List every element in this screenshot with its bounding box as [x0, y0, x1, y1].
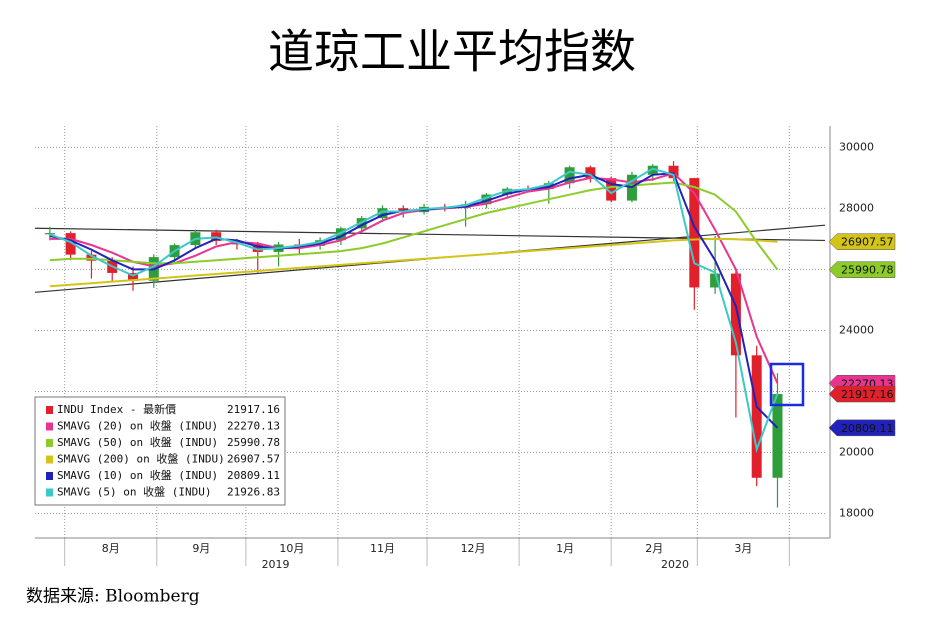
candle-body [647, 165, 658, 175]
value-tag-label: 26907.57 [841, 236, 894, 249]
legend-swatch [46, 455, 53, 464]
candle-body [564, 167, 575, 184]
candle-body [751, 355, 762, 478]
legend-label: SMAVG (200) on 收盤 (INDU) [57, 452, 225, 466]
x-tick-label: 8月 [102, 542, 120, 555]
legend-swatch [46, 439, 53, 447]
candle-body [128, 272, 139, 281]
legend-value: 22270.13 [227, 420, 280, 433]
legend-value: 21926.83 [227, 486, 280, 499]
candle-body [689, 178, 700, 288]
source-note: 数据来源: Bloomberg [26, 587, 200, 607]
plot-area: 180002000022000240002600028000300008月9月1… [34, 126, 896, 571]
legend-label: INDU Index - 最新價 [57, 402, 176, 416]
y-tick-label: 18000 [839, 507, 874, 520]
y-tick-label: 24000 [839, 323, 874, 336]
value-tag [828, 419, 896, 437]
value-tag [828, 261, 896, 278]
x-tick-label: 1月 [556, 542, 574, 555]
value-tag-label: 21917.16 [841, 388, 894, 401]
candle-body [252, 244, 263, 252]
value-tag-label: 20809.11 [841, 422, 894, 435]
candle-body [377, 208, 388, 219]
candle-body [65, 233, 76, 255]
ma-line [49, 181, 779, 271]
candle-body [356, 218, 367, 229]
candle-body [710, 273, 721, 288]
candle-body [668, 165, 679, 179]
ma-line [49, 167, 779, 454]
candle-body [585, 167, 596, 179]
candle-body [606, 178, 617, 201]
highlight-box [769, 362, 805, 407]
legend-value: 21917.16 [227, 403, 280, 416]
legend: INDU Index - 最新價 21917.16 SMAVG (20) on 收盤… [34, 396, 286, 506]
y-tick-label: 30000 [839, 140, 874, 153]
candle-body [44, 233, 55, 235]
y-tick-label: 20000 [839, 446, 874, 459]
legend-label: SMAVG (20) on 收盤 (INDU) [57, 419, 218, 433]
x-tick-label: 2月 [645, 542, 663, 555]
legend-value: 25990.78 [227, 436, 280, 449]
candle-body [335, 228, 346, 241]
legend-label: SMAVG (50) on 收盤 (INDU) [57, 435, 218, 449]
candle-body [730, 273, 741, 356]
x-tick-label: 11月 [370, 542, 395, 555]
candle-body [481, 194, 492, 205]
value-tag [828, 233, 896, 250]
x-tick-label: 3月 [734, 542, 752, 555]
legend-swatch [46, 472, 53, 480]
value-tag-label: 25990.78 [841, 264, 894, 277]
year-label: 2019 [262, 558, 290, 571]
x-tick-label: 10月 [279, 542, 304, 555]
legend-label: SMAVG (10) on 收盤 (INDU) [57, 468, 218, 482]
ma-line [49, 237, 778, 288]
year-label: 2020 [661, 558, 689, 571]
y-tick-label: 28000 [839, 201, 874, 214]
candle-body [772, 394, 783, 478]
legend-box [34, 396, 286, 506]
legend-value: 20809.11 [227, 469, 280, 482]
value-tag [828, 385, 896, 403]
chart-title: 道琼工业平均指数 [268, 25, 636, 79]
legend-label: SMAVG (5) on 收盤 (INDU) [57, 485, 211, 499]
candle-body [86, 254, 97, 261]
x-tick-label: 9月 [192, 542, 210, 555]
x-tick-label: 12月 [461, 542, 486, 555]
legend-swatch [46, 422, 53, 431]
legend-swatch [46, 406, 53, 414]
legend-value: 26907.57 [227, 453, 280, 466]
legend-swatch [46, 488, 53, 497]
